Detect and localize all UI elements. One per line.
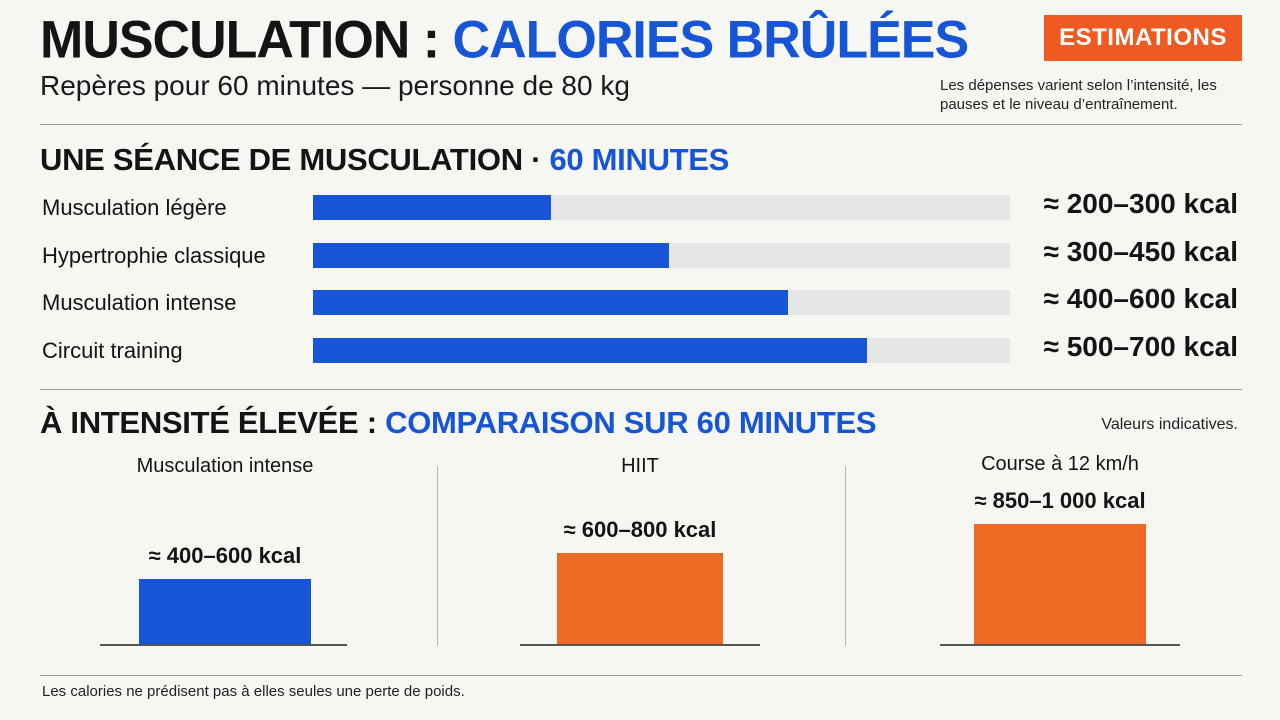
bar-value-label: ≈ 300–450 kcal [1043,235,1238,267]
section1-title-main: UNE SÉANCE DE MUSCULATION · [40,142,542,177]
divider-top [40,124,1242,125]
bar-track [313,290,1010,315]
bar-label: Circuit training [42,337,183,363]
bar [557,553,723,644]
divider-middle [40,389,1242,390]
section2-title-main: À INTENSITÉ ÉLEVÉE : [40,405,377,440]
column-label: HIIT [621,455,659,477]
bar [313,242,670,268]
title-accent: CALORIES BRÛLÉES [452,10,970,70]
bar-baseline [940,644,1180,646]
page-subtitle: Repères pour 60 minutes — personne de 80… [40,70,630,101]
bar [139,579,311,644]
bar-baseline [100,644,347,646]
bar [313,337,868,363]
bar-value-label: ≈ 200–300 kcal [1043,188,1238,219]
footer-note: Les calories ne prédisent pas à elles se… [42,683,465,700]
bar-value-label: ≈ 850–1 000 kcal [974,487,1146,513]
column-divider [437,466,438,646]
section1-title: UNE SÉANCE DE MUSCULATION · 60 MINUTES [40,142,729,178]
bar-track [313,337,1010,363]
bar-label: Hypertrophie classique [42,242,266,268]
header-note: Les dépenses varient selon l’intensité, … [940,77,1217,113]
column-label: Course à 12 km/h [981,453,1139,475]
bar-track [313,242,1010,268]
estimations-badge: ESTIMATIONS [1044,15,1242,61]
section1-title-accent: 60 MINUTES [549,142,730,177]
bar-label: Musculation intense [42,290,237,315]
bar-track [313,195,1010,220]
bar [974,523,1146,644]
bar-label: Musculation légère [42,195,227,220]
bar-value-label: ≈ 400–600 kcal [148,543,302,568]
bar [313,195,551,220]
bar [313,290,789,315]
bar-value-label: ≈ 400–600 kcal [1043,283,1238,314]
page-title: MUSCULATION : CALORIES BRÛLÉES [40,9,970,70]
column-label: Musculation intense [136,455,314,477]
divider-bottom [40,675,1242,676]
section2-title: À INTENSITÉ ÉLEVÉE : COMPARAISON SUR 60 … [40,405,877,441]
title-main: MUSCULATION : [40,10,440,70]
bar-baseline [520,644,760,646]
bar-value-label: ≈ 600–800 kcal [563,517,717,542]
indicative-note: Valeurs indicatives. [1101,416,1238,433]
section2-title-accent: COMPARAISON SUR 60 MINUTES [385,405,877,440]
column-divider [845,466,846,646]
bar-value-label: ≈ 500–700 kcal [1043,330,1238,362]
